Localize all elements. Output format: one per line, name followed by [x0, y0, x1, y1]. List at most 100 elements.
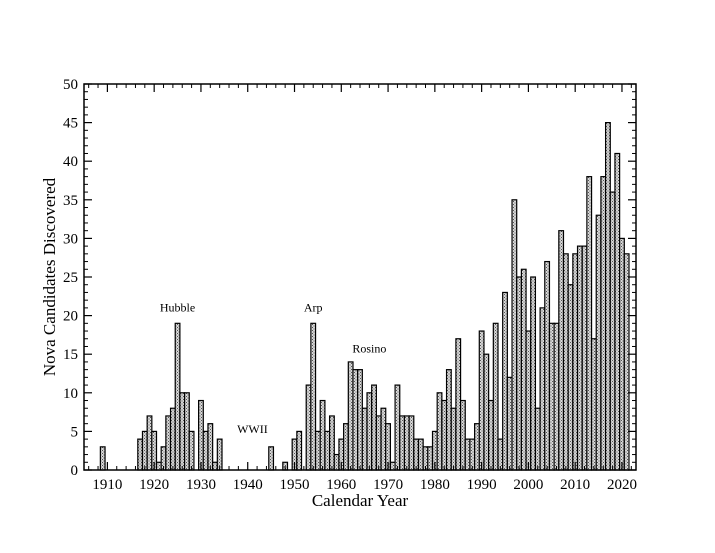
x-tick-label-1980: 1980: [420, 477, 450, 493]
x-tick-label-1960: 1960: [326, 477, 356, 493]
bar-series: [99, 121, 630, 471]
bar-1933: [212, 461, 218, 471]
bar-2004: [544, 260, 551, 471]
bar-1921: [155, 461, 162, 471]
bar-1994: [497, 438, 504, 471]
bar-2008: [562, 253, 569, 471]
bar-1966: [366, 392, 373, 471]
bar-2021: [623, 253, 630, 471]
bar-1932: [207, 423, 214, 471]
annotation-arp: Arp: [304, 301, 323, 315]
bar-2010: [572, 253, 579, 471]
y-tick-label-35: 35: [63, 193, 78, 209]
bar-1958: [328, 415, 335, 471]
bar-1962: [347, 361, 354, 471]
bar-1997: [511, 199, 518, 471]
y-tick-label-45: 45: [63, 116, 78, 132]
bar-1955: [314, 430, 321, 471]
bar-1957: [324, 430, 331, 471]
bar-1987: [464, 438, 471, 471]
bar-1985: [455, 338, 462, 471]
y-tick-label-50: 50: [63, 77, 78, 93]
bar-1928: [188, 430, 195, 471]
bar-1984: [450, 407, 457, 471]
bar-1918: [141, 430, 148, 471]
bar-1919: [146, 415, 153, 471]
y-tick-label-15: 15: [63, 347, 78, 363]
bar-1988: [469, 438, 476, 471]
bar-2020: [619, 237, 625, 471]
bar-2015: [595, 214, 602, 471]
y-tick-label-40: 40: [63, 154, 78, 170]
bar-2017: [604, 121, 611, 471]
bar-1959: [333, 453, 340, 471]
bar-1977: [417, 438, 424, 471]
bar-1974: [403, 415, 410, 471]
x-tick-label-1930: 1930: [186, 477, 216, 493]
x-tick-label-1990: 1990: [467, 477, 497, 493]
bar-2006: [553, 322, 560, 471]
bar-1968: [375, 415, 382, 471]
bar-2005: [548, 322, 555, 471]
bar-2016: [600, 176, 607, 471]
y-axis-title: Nova Candidates Discovered: [40, 177, 59, 376]
bar-1951: [296, 430, 303, 471]
y-tick-label-0: 0: [71, 463, 79, 479]
bar-1998: [516, 276, 522, 471]
bar-1956: [319, 399, 326, 471]
bar-1999: [520, 268, 527, 471]
bar-1953: [305, 384, 312, 471]
bar-1917: [137, 438, 144, 471]
bar-1923: [165, 415, 172, 471]
y-tick-label-25: 25: [63, 270, 78, 286]
bar-1989: [474, 423, 480, 471]
bar-1995: [502, 291, 508, 471]
x-tick-label-1950: 1950: [280, 477, 310, 493]
bar-1971: [389, 461, 396, 471]
x-tick-label-2010: 2010: [560, 477, 590, 493]
bar-1990: [478, 330, 485, 471]
bar-2012: [581, 245, 588, 471]
bar-2002: [534, 407, 541, 471]
bar-2000: [525, 330, 532, 471]
bar-1996: [506, 376, 513, 471]
bar-1969: [380, 407, 387, 471]
bar-1992: [488, 399, 494, 471]
bar-1945: [268, 446, 275, 471]
bar-1973: [399, 415, 406, 471]
annotation-rosino: Rosino: [352, 342, 386, 356]
bar-2013: [586, 176, 593, 471]
bar-1967: [371, 384, 377, 471]
bar-1931: [202, 430, 209, 471]
x-tick-label-2020: 2020: [607, 477, 637, 493]
x-tick-label-2000: 2000: [513, 477, 543, 493]
bar-2014: [590, 338, 597, 471]
bar-2003: [539, 307, 546, 471]
y-tick-label-20: 20: [63, 309, 78, 325]
annotation-group: Hubble WWII Arp Rosino: [160, 301, 386, 436]
bar-1979: [427, 446, 434, 471]
bar-1954: [310, 322, 317, 471]
bar-1925: [174, 322, 181, 471]
bar-2007: [558, 230, 565, 471]
bar-1909: [99, 446, 106, 471]
bar-1961: [343, 423, 349, 471]
bar-1963: [352, 369, 359, 471]
x-tick-label-1920: 1920: [139, 477, 169, 493]
bar-2018: [609, 191, 616, 471]
bar-1991: [483, 353, 490, 471]
bar-1982: [441, 399, 448, 471]
x-tick-label-1910: 1910: [92, 477, 122, 493]
annotation-hubble: Hubble: [160, 301, 195, 315]
y-tick-label-5: 5: [71, 424, 79, 440]
y-tick-label-10: 10: [63, 386, 78, 402]
bar-1924: [169, 407, 176, 471]
x-axis-ticks: 1910 1920 1930 1940 1950 1960 1970 1980 1990 2000…: [88, 84, 637, 493]
bar-1976: [413, 438, 420, 471]
bar-1975: [408, 415, 415, 471]
bar-1972: [394, 384, 401, 471]
bar-1926: [179, 392, 186, 471]
bar-1934: [216, 438, 223, 471]
x-tick-label-1940: 1940: [233, 477, 263, 493]
bar-1983: [445, 369, 452, 471]
